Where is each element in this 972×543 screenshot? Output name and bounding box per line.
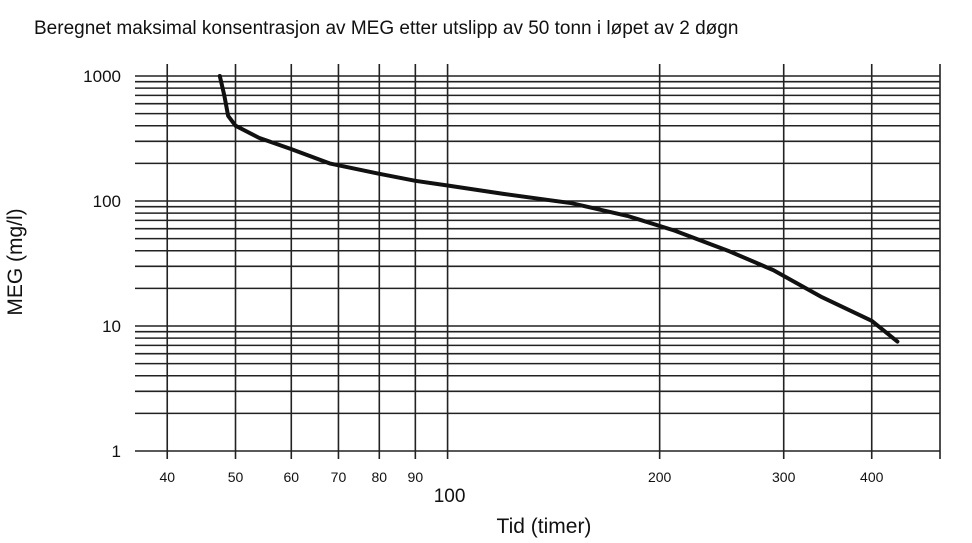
x-tick-label: 200 [648,469,672,485]
chart-title: Beregnet maksimal konsentrasjon av MEG e… [34,18,739,39]
y-gridlines [135,75,940,452]
x-tick-label: 40 [159,469,175,485]
y-tick-label: 1 [112,442,121,461]
y-tick-label: 10 [102,317,121,336]
x-tick-label: 50 [228,469,244,485]
x-axis-label: Tid (timer) [497,515,592,538]
x-tick-label: 300 [772,469,796,485]
x-tick-label: 80 [372,469,388,485]
series-line [217,74,900,344]
x-gridlines [166,64,941,459]
x-tick-labels: 40 50 60 70 80 90 100 200 300 400 [159,469,883,507]
series-layer [217,74,900,344]
x-tick-label: 60 [284,469,300,485]
y-axis-label: MEG (mg/l) [4,208,27,315]
x-tick-label: 400 [860,469,884,485]
y-tick-label: 100 [93,192,121,211]
y-tick-labels: 1 10 100 1000 [83,67,121,461]
x-tick-label: 90 [408,469,424,485]
x-tick-label: 70 [331,469,347,485]
y-tick-label: 1000 [83,67,121,86]
x-tick-label: 100 [434,486,466,507]
